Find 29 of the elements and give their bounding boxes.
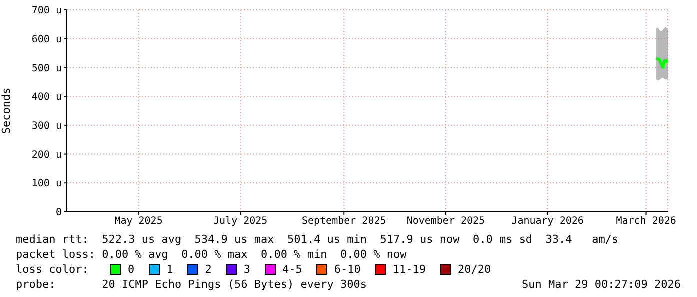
x-tick-label: May 2025 [114,216,163,228]
text: median rtt: 522.3 us avg 534.9 us max 501.4 us min 517.9 us now 0.0 ms sd 33.4 am/s [16,232,620,247]
legend-label: 6-10 [334,263,361,276]
legend-title: loss color: [16,263,90,276]
y-axis-title: Seconds [0,88,13,134]
text: Sun Mar 29 00:27:09 2026 [522,277,681,292]
x-tick-label: March 2026 [616,216,676,228]
text: probe: 20 ICMP Echo Pings (56 Bytes) every 300s [16,277,367,292]
line-series [654,56,668,69]
legend-label: 20/20 [458,263,492,276]
legend-label: 0 [128,263,135,276]
y-tick-label: 500 u [32,63,62,74]
legend-label: 4-5 [282,263,302,276]
y-tick-label: 200 u [32,150,62,161]
text: packet loss: 0.00 % avg 0.00 % max 0.00 % min 0.00 % now [16,247,408,262]
y-tick-label: 100 u [32,178,62,190]
y-tick-label: 300 u [32,120,62,132]
y-tick-label: 0 [56,208,62,219]
x-tick-label: September 2025 [302,216,386,228]
x-tick-label: November 2025 [406,216,486,228]
legend-label: 11-19 [392,263,426,276]
y-tick-label: 700 u [32,6,62,17]
x-tick-label: July 2025 [214,216,268,228]
y-tick-label: 400 u [32,92,62,104]
legend-label: 3 [244,263,250,276]
legend-label: 1 [166,263,174,276]
legend-label: 2 [205,263,212,276]
x-tick-label: January 2026 [512,216,584,228]
y-tick-label: 600 u [32,34,62,46]
